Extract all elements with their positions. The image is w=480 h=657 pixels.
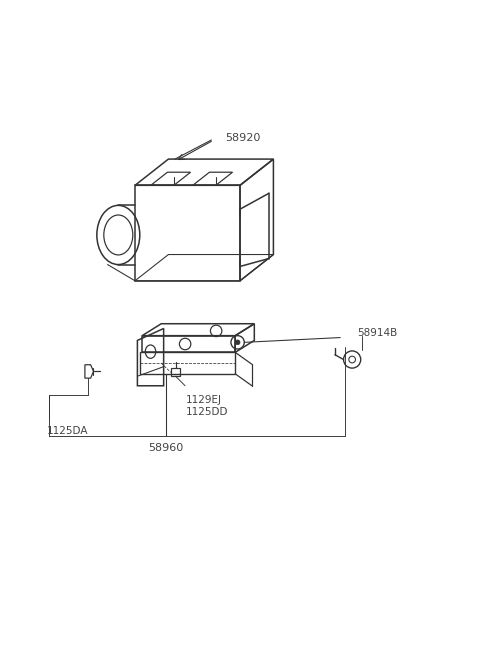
Text: 58960: 58960 bbox=[148, 443, 183, 453]
Text: 58914B: 58914B bbox=[357, 328, 397, 338]
Text: 58920: 58920 bbox=[226, 133, 261, 143]
Circle shape bbox=[235, 340, 240, 345]
Text: 1125DA: 1125DA bbox=[47, 426, 88, 436]
Text: 1129EJ
1125DD: 1129EJ 1125DD bbox=[186, 396, 228, 417]
